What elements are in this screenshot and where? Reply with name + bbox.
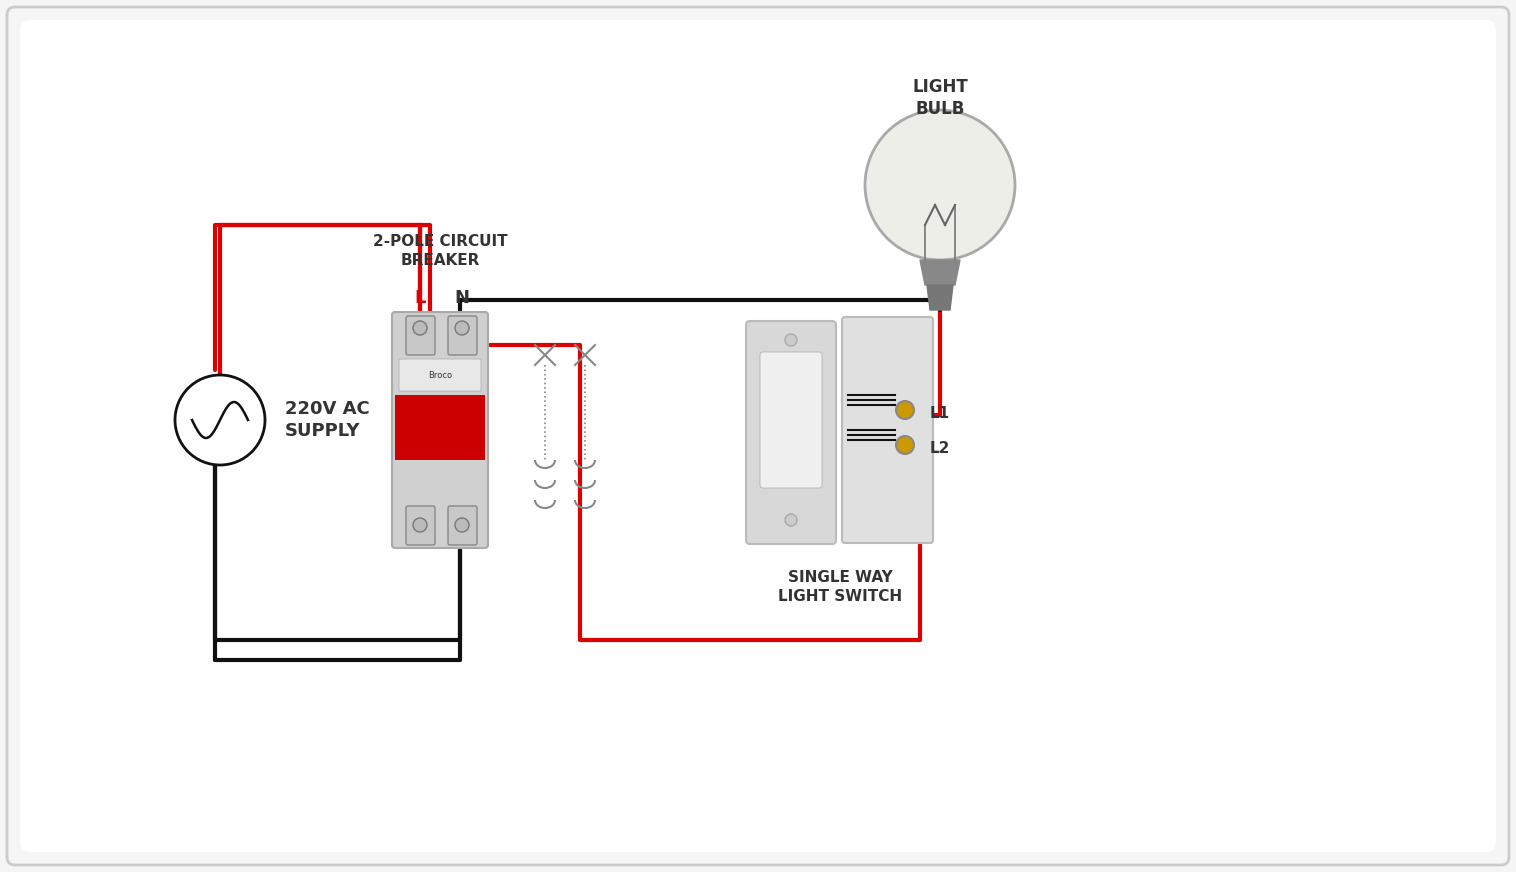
FancyBboxPatch shape <box>841 317 932 543</box>
FancyBboxPatch shape <box>406 316 435 355</box>
FancyBboxPatch shape <box>393 312 488 548</box>
Circle shape <box>455 518 468 532</box>
Circle shape <box>412 518 428 532</box>
FancyBboxPatch shape <box>760 352 822 488</box>
Text: Broco: Broco <box>428 371 452 379</box>
FancyBboxPatch shape <box>20 20 1496 852</box>
FancyBboxPatch shape <box>406 506 435 545</box>
Circle shape <box>785 334 797 346</box>
FancyBboxPatch shape <box>399 359 481 391</box>
FancyBboxPatch shape <box>449 506 478 545</box>
Polygon shape <box>920 260 960 285</box>
FancyBboxPatch shape <box>396 395 485 460</box>
Circle shape <box>896 401 914 419</box>
Circle shape <box>866 110 1016 260</box>
Text: L2: L2 <box>929 440 951 455</box>
Text: L: L <box>414 289 426 307</box>
Text: 220V AC
SUPPLY: 220V AC SUPPLY <box>285 400 370 440</box>
FancyBboxPatch shape <box>449 316 478 355</box>
Text: L1: L1 <box>929 405 951 420</box>
Circle shape <box>896 436 914 454</box>
Circle shape <box>412 321 428 335</box>
Text: N: N <box>455 289 470 307</box>
Text: SINGLE WAY
LIGHT SWITCH: SINGLE WAY LIGHT SWITCH <box>778 570 902 603</box>
Text: 2-POLE CIRCUIT
BREAKER: 2-POLE CIRCUIT BREAKER <box>373 235 508 268</box>
Circle shape <box>785 514 797 526</box>
Polygon shape <box>926 285 954 310</box>
Circle shape <box>174 375 265 465</box>
FancyBboxPatch shape <box>746 321 835 544</box>
Text: LIGHT
BULB: LIGHT BULB <box>913 78 967 118</box>
Circle shape <box>455 321 468 335</box>
